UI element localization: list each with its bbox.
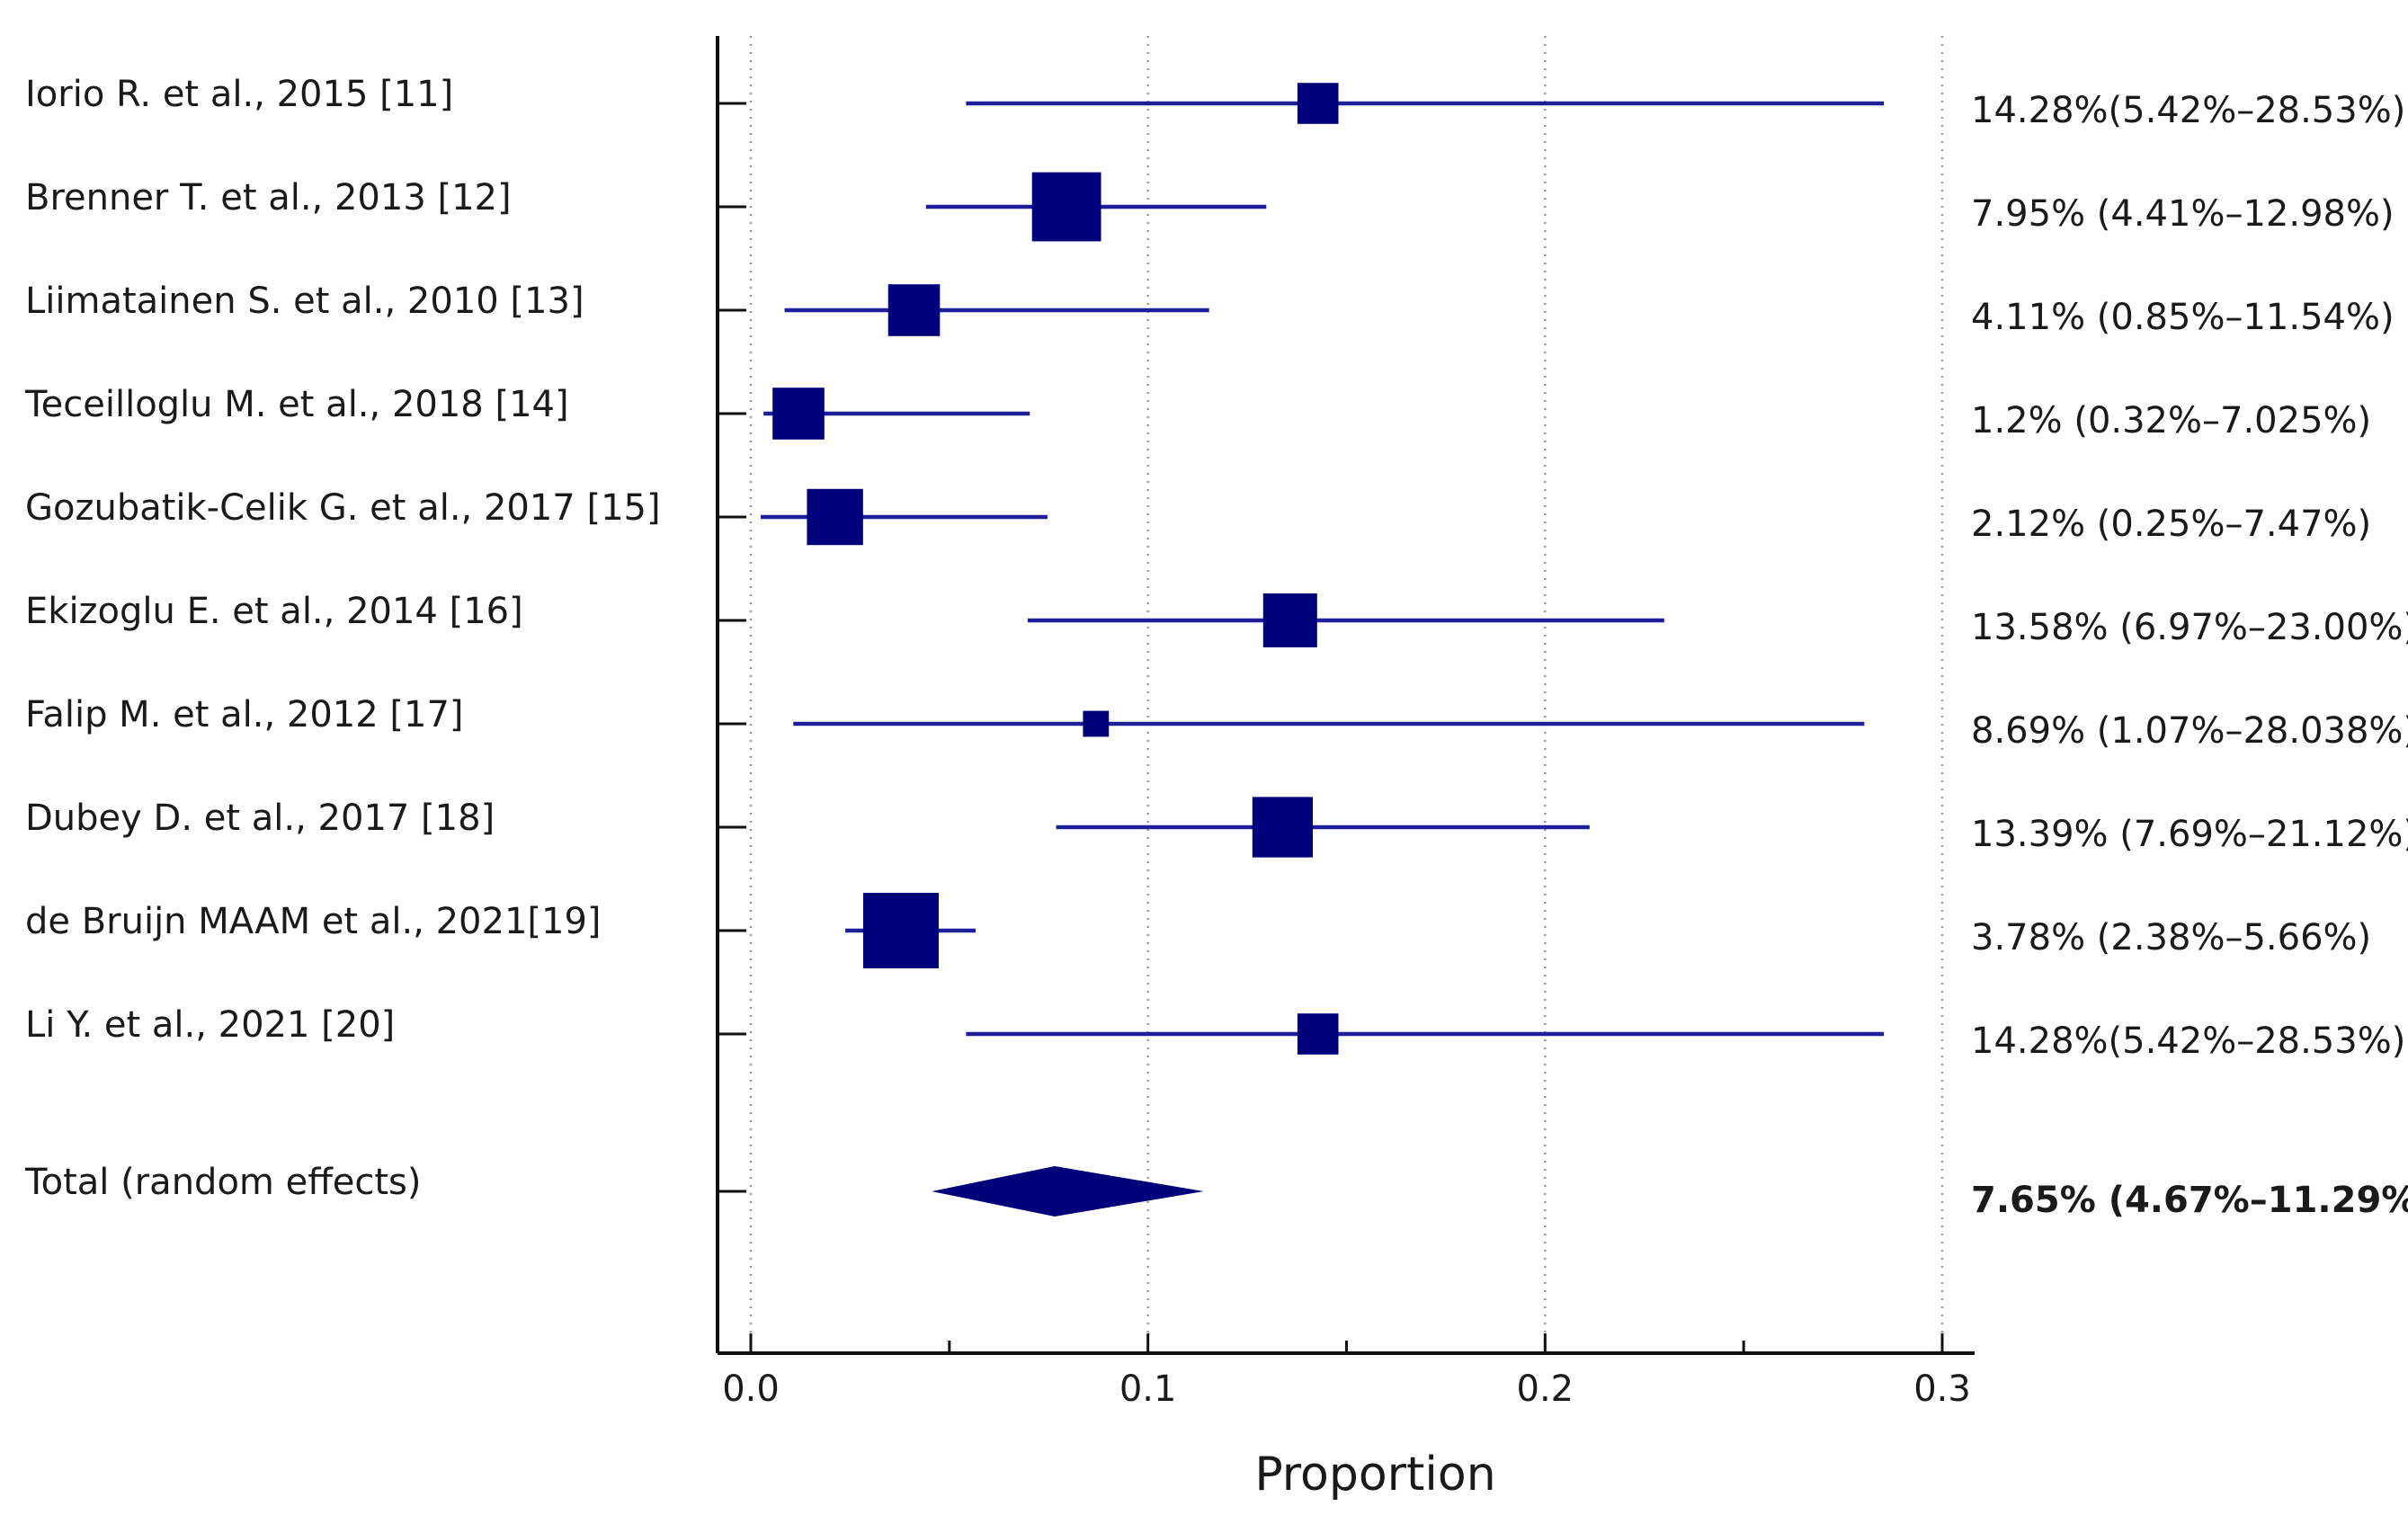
pooled-estimate-diamond — [932, 1166, 1204, 1217]
x-axis-title: Proportion — [1254, 1448, 1495, 1502]
study-label: Iorio R. et al., 2015 [11] — [25, 74, 453, 115]
point-estimate-square — [887, 284, 941, 336]
study-label: Ekizoglu E. et al., 2014 [16] — [25, 591, 523, 632]
total-label: Total (random effects) — [24, 1162, 422, 1203]
point-estimate-square — [1297, 1013, 1339, 1055]
study-label: Gozubatik-Celik G. et al., 2017 [15] — [25, 487, 661, 529]
x-tick-label: 0.3 — [1913, 1368, 1971, 1410]
point-estimate-square — [1252, 797, 1313, 858]
x-tick-label: 0.2 — [1517, 1368, 1574, 1410]
study-label: de Bruijn MAAM et al., 2021[19] — [25, 901, 602, 942]
study-label: Li Y. et al., 2021 [20] — [25, 1004, 395, 1046]
ci-text: 1.2% (0.32%–7.025%) — [1971, 400, 2371, 441]
point-estimate-square — [1297, 83, 1339, 124]
ci-text: 13.58% (6.97%–23.00%) — [1971, 607, 2408, 648]
ci-text: 2.12% (0.25%–7.47%) — [1971, 504, 2371, 545]
study-label: Teceilloglu M. et al., 2018 [14] — [24, 384, 569, 425]
point-estimate-square — [1031, 172, 1101, 242]
ci-text: 13.39% (7.69%–21.12%) — [1971, 814, 2408, 855]
study-label: Dubey D. et al., 2017 [18] — [25, 798, 495, 839]
point-estimate-square — [807, 488, 863, 546]
ci-text: 4.11% (0.85%–11.54%) — [1971, 297, 2395, 338]
x-tick-label: 0.1 — [1119, 1368, 1177, 1410]
ci-text: 7.95% (4.41%–12.98%) — [1971, 193, 2395, 235]
ci-text: 14.28%(5.42%–28.53%) — [1971, 90, 2405, 131]
point-estimate-square — [862, 893, 939, 968]
x-tick-label: 0.0 — [722, 1368, 780, 1410]
study-label: Falip M. et al., 2012 [17] — [25, 694, 464, 735]
study-label: Liimatainen S. et al., 2010 [13] — [25, 281, 584, 322]
point-estimate-square — [772, 388, 825, 440]
study-label: Brenner T. et al., 2013 [12] — [25, 177, 512, 218]
ci-text: 3.78% (2.38%–5.66%) — [1971, 917, 2371, 958]
total-ci-text: 7.65% (4.67%–11.29%) — [1971, 1180, 2408, 1221]
ci-text: 8.69% (1.07%–28.038%) — [1971, 710, 2408, 752]
point-estimate-square — [1262, 593, 1317, 647]
point-estimate-square — [1083, 710, 1110, 737]
ci-text: 14.28%(5.42%–28.53%) — [1971, 1021, 2405, 1062]
